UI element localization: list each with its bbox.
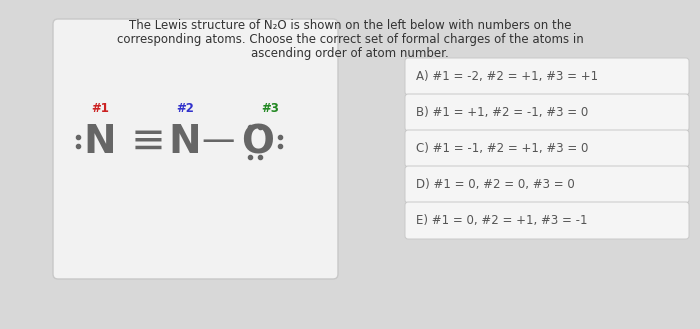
Text: ascending order of atom number.: ascending order of atom number. xyxy=(251,47,449,60)
FancyBboxPatch shape xyxy=(405,202,689,239)
FancyBboxPatch shape xyxy=(405,130,689,167)
Text: O: O xyxy=(241,123,274,161)
Text: D) #1 = 0, #2 = 0, #3 = 0: D) #1 = 0, #2 = 0, #3 = 0 xyxy=(416,178,575,191)
Text: B) #1 = +1, #2 = -1, #3 = 0: B) #1 = +1, #2 = -1, #3 = 0 xyxy=(416,106,588,119)
FancyBboxPatch shape xyxy=(405,58,689,95)
Text: #3: #3 xyxy=(261,103,279,115)
FancyBboxPatch shape xyxy=(405,94,689,131)
Text: #2: #2 xyxy=(176,103,194,115)
Text: ≡: ≡ xyxy=(131,120,165,162)
Text: E) #1 = 0, #2 = +1, #3 = -1: E) #1 = 0, #2 = +1, #3 = -1 xyxy=(416,214,587,227)
Text: N: N xyxy=(84,123,116,161)
Text: —: — xyxy=(202,124,235,158)
Text: N: N xyxy=(169,123,202,161)
Text: #1: #1 xyxy=(91,103,109,115)
Text: A) #1 = -2, #2 = +1, #3 = +1: A) #1 = -2, #2 = +1, #3 = +1 xyxy=(416,70,598,83)
FancyBboxPatch shape xyxy=(405,166,689,203)
Text: corresponding atoms. Choose the correct set of formal charges of the atoms in: corresponding atoms. Choose the correct … xyxy=(117,33,583,46)
Text: The Lewis structure of N₂O is shown on the left below with numbers on the: The Lewis structure of N₂O is shown on t… xyxy=(129,19,571,32)
FancyBboxPatch shape xyxy=(53,19,338,279)
Text: C) #1 = -1, #2 = +1, #3 = 0: C) #1 = -1, #2 = +1, #3 = 0 xyxy=(416,142,589,155)
